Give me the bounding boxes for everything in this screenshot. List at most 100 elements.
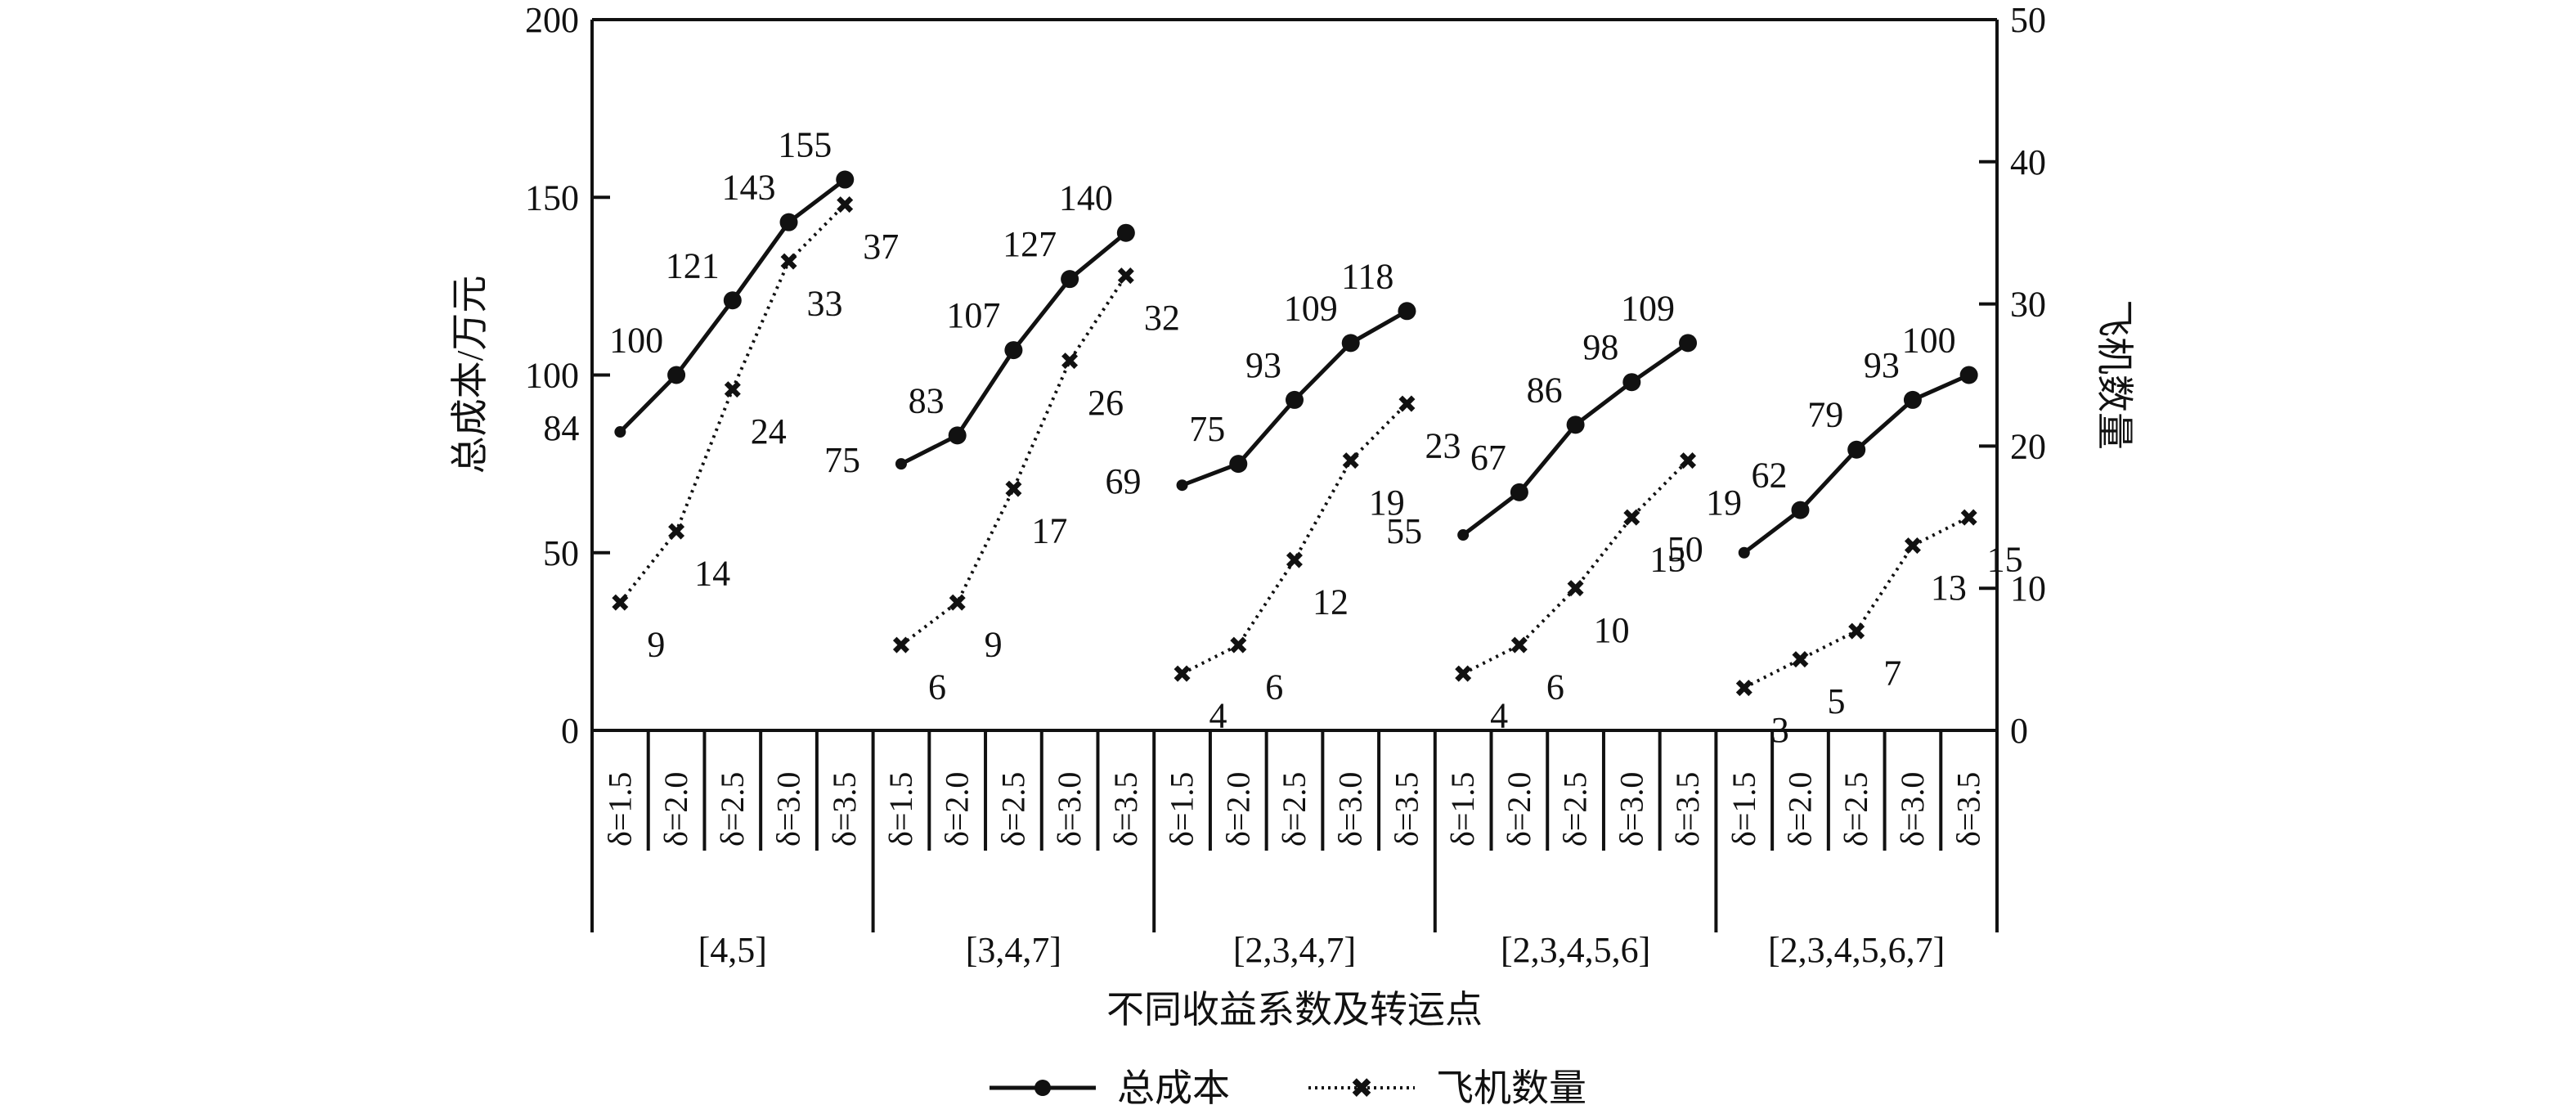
- planes-point: ✖: [779, 248, 799, 276]
- cost-data-label: 55: [1386, 511, 1422, 551]
- cost-data-label: 79: [1807, 395, 1843, 435]
- cost-data-label: 67: [1470, 438, 1506, 478]
- cost-point: [1566, 416, 1585, 434]
- legend-planes-marker: ✖: [1350, 1072, 1374, 1105]
- cost-point: [1176, 479, 1188, 492]
- cost-point: [1510, 483, 1528, 501]
- planes-data-label: 3: [1771, 710, 1789, 750]
- cost-point: [1004, 341, 1023, 360]
- category-label: δ=3.0: [1051, 772, 1088, 847]
- category-label: δ=1.5: [1164, 772, 1200, 847]
- planes-series-line: [1743, 515, 1970, 690]
- group-label: [4,5]: [698, 930, 767, 970]
- planes-data-label: 17: [1031, 511, 1067, 551]
- planes-data-label: 15: [1987, 539, 2023, 579]
- category-label: δ=1.5: [1726, 772, 1762, 847]
- planes-point: ✖: [891, 632, 911, 661]
- category-label: δ=2.0: [1501, 772, 1537, 847]
- cost-point: [779, 213, 798, 231]
- cost-data-label: 93: [1864, 345, 1900, 385]
- cost-data-label: 84: [543, 408, 579, 448]
- planes-data-label: 4: [1209, 695, 1227, 735]
- cost-point: [1791, 501, 1810, 519]
- cost-point: [1847, 440, 1866, 459]
- group-label: [2,3,4,7]: [1233, 930, 1356, 970]
- cost-data-label: 140: [1059, 178, 1113, 218]
- cost-point: [948, 426, 967, 445]
- planes-data-label: 6: [928, 667, 946, 707]
- category-label: δ=2.5: [1838, 772, 1874, 847]
- left-tick-label: 50: [543, 533, 579, 573]
- cost-data-label: 118: [1341, 256, 1393, 296]
- cost-data-label: 109: [1621, 288, 1675, 328]
- planes-point: ✖: [1453, 660, 1474, 689]
- planes-data-label: 13: [1931, 568, 1967, 608]
- planes-data-label: 15: [1649, 539, 1685, 579]
- cost-data-label: 69: [1106, 461, 1142, 501]
- legend: 总成本 ✖ 飞机数量: [990, 1067, 1586, 1109]
- category-label: δ=2.0: [1781, 772, 1818, 847]
- planes-data-label: 12: [1313, 582, 1349, 622]
- cost-data-label: 109: [1284, 288, 1338, 328]
- planes-point: ✖: [1902, 532, 1923, 561]
- cost-point: [614, 426, 626, 438]
- planes-point: ✖: [1003, 476, 1024, 505]
- cost-data-label: 127: [1003, 224, 1057, 264]
- cost-data-label: 100: [1902, 321, 1956, 361]
- right-tick-label: 40: [2010, 142, 2046, 182]
- planes-point: ✖: [1565, 575, 1586, 604]
- planes-data-label: 37: [863, 227, 899, 267]
- category-label: δ=2.0: [939, 772, 976, 847]
- cost-point: [667, 366, 686, 384]
- cost-point: [723, 291, 742, 310]
- legend-cost-marker: [1034, 1080, 1051, 1096]
- cost-data-label: 107: [946, 295, 1000, 335]
- cost-point: [1622, 373, 1641, 392]
- category-label: δ=2.5: [1557, 772, 1594, 847]
- left-tick-label: 150: [525, 177, 579, 218]
- cost-point: [1679, 334, 1698, 353]
- cost-data-label: 98: [1582, 327, 1618, 367]
- category-label: δ=3.5: [826, 772, 863, 847]
- planes-point: ✖: [1172, 660, 1192, 689]
- planes-data-label: 5: [1827, 681, 1845, 721]
- right-tick-label: 20: [2010, 426, 2046, 466]
- planes-point: ✖: [1622, 504, 1642, 532]
- planes-data-label: 9: [647, 625, 665, 665]
- planes-point: ✖: [1284, 546, 1304, 575]
- category-label: δ=2.5: [714, 772, 751, 847]
- planes-data-label: 4: [1490, 695, 1508, 735]
- planes-point: ✖: [1959, 504, 1979, 532]
- planes-data-label: 23: [1425, 425, 1461, 465]
- legend-planes-label: 飞机数量: [1436, 1067, 1586, 1109]
- planes-point: ✖: [610, 590, 631, 618]
- category-label: δ=3.5: [1388, 772, 1425, 847]
- planes-data-label: 10: [1594, 610, 1630, 650]
- cost-data-label: 155: [778, 125, 832, 165]
- cost-data-label: 100: [609, 321, 663, 361]
- planes-point: ✖: [666, 519, 687, 547]
- right-tick-label: 30: [2010, 285, 2046, 325]
- group-label: [2,3,4,5,6]: [1501, 930, 1650, 970]
- cost-data-label: 86: [1527, 370, 1563, 410]
- cost-point: [1903, 390, 1922, 409]
- x-axis-title: 不同收益系数及转运点: [1106, 989, 1483, 1031]
- planes-point: ✖: [835, 191, 855, 220]
- cost-point: [1457, 529, 1470, 541]
- cost-point: [1959, 366, 1978, 384]
- right-y-ticks: 0 10 20 30 40 50: [1979, 0, 2046, 751]
- legend-cost-label: 总成本: [1117, 1067, 1230, 1109]
- category-label: δ=1.5: [601, 772, 638, 847]
- cost-point: [1229, 455, 1248, 474]
- cost-point: [895, 458, 907, 470]
- right-tick-label: 0: [2010, 711, 2028, 751]
- planes-data-label: 24: [751, 411, 787, 451]
- category-label: δ=3.5: [1669, 772, 1706, 847]
- cost-data-label: 93: [1245, 345, 1281, 385]
- right-tick-label: 10: [2010, 568, 2046, 609]
- planes-data-label: 26: [1088, 383, 1124, 423]
- cost-point: [1341, 334, 1360, 353]
- category-label: δ=3.0: [1332, 772, 1369, 847]
- planes-data-label: 9: [985, 625, 1003, 665]
